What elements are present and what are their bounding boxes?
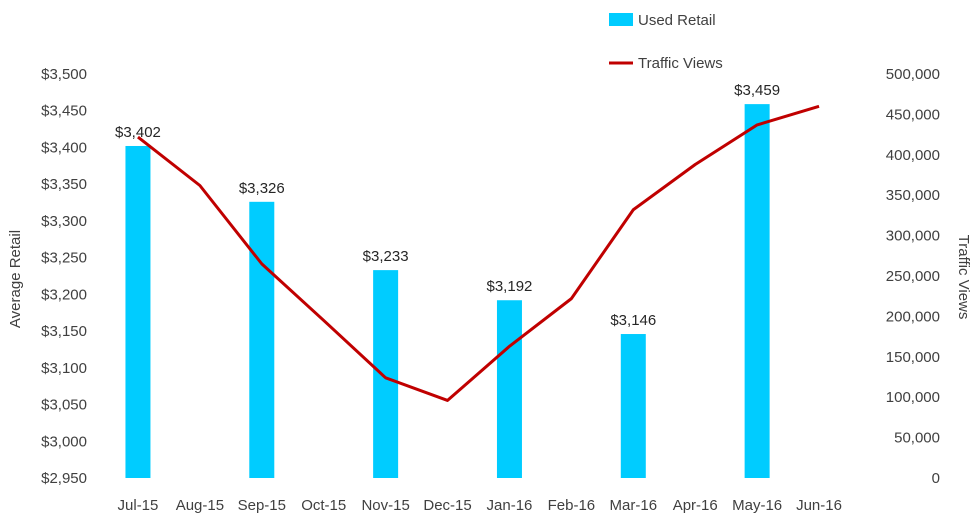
y-right-tick-label: 100,000 — [886, 389, 940, 406]
x-tick-label: Jan-16 — [487, 497, 533, 514]
y-axis-title-right: Traffic Views — [955, 235, 972, 320]
y-right-tick-label: 300,000 — [886, 228, 940, 245]
bar-data-label: $3,402 — [115, 124, 161, 141]
y-right-tick-label: 0 — [932, 470, 940, 487]
x-tick-label: Apr-16 — [673, 497, 718, 514]
y-left-tick-label: $3,350 — [41, 176, 87, 193]
y-right-tick-label: 250,000 — [886, 268, 940, 285]
y-right-tick-label: 400,000 — [886, 147, 940, 164]
x-tick-label: Aug-15 — [176, 497, 224, 514]
x-tick-label: Jul-15 — [118, 497, 159, 514]
x-tick-label: Jun-16 — [796, 497, 842, 514]
bar-data-label: $3,146 — [610, 312, 656, 329]
bar-data-label: $3,326 — [239, 180, 285, 197]
left-axis-ticks: $2,950 $3,000 $3,050 $3,100 $3,150 $3,200 $3,2… — [41, 66, 87, 487]
y-left-tick-label: $2,950 — [41, 470, 87, 487]
x-tick-label: Feb-16 — [548, 497, 596, 514]
bar — [744, 104, 770, 478]
y-left-tick-label: $3,300 — [41, 213, 87, 230]
y-right-tick-label: 450,000 — [886, 106, 940, 123]
x-tick-label: Mar-16 — [610, 497, 658, 514]
x-axis-ticks: Jul-15 Aug-15 Sep-15 Oct-15 Nov-15 Dec-15 Jan-… — [118, 497, 842, 514]
legend-label-traffic-views: Traffic Views — [638, 55, 723, 72]
legend-label-used-retail: Used Retail — [638, 12, 716, 29]
bar-data-label: $3,233 — [363, 248, 409, 265]
bar-data-label: $3,459 — [734, 82, 780, 99]
y-left-tick-label: $3,050 — [41, 397, 87, 414]
y-axis-title-left: Average Retail — [7, 230, 24, 328]
x-tick-label: Oct-15 — [301, 497, 346, 514]
legend-swatch-used-retail — [609, 13, 633, 26]
y-right-tick-label: 50,000 — [894, 430, 940, 447]
bar-data-labels: $3,402 $3,326 $3,233 $3,192 $3,146 $3,459 — [115, 82, 780, 329]
x-tick-label: Dec-15 — [423, 497, 471, 514]
y-right-tick-label: 150,000 — [886, 349, 940, 366]
traffic-views-line — [137, 104, 820, 402]
y-left-tick-label: $3,450 — [41, 103, 87, 120]
y-left-tick-label: $3,200 — [41, 286, 87, 303]
bar — [496, 300, 522, 478]
y-left-tick-label: $3,100 — [41, 360, 87, 377]
right-axis-ticks: 0 50,000 100,000 150,000 200,000 250,000 300,0… — [886, 66, 940, 487]
bar — [373, 270, 399, 478]
bar-data-label: $3,192 — [487, 278, 533, 295]
bar-series — [125, 104, 770, 478]
y-left-tick-label: $3,400 — [41, 139, 87, 156]
line-series — [137, 104, 820, 402]
y-right-tick-label: 500,000 — [886, 66, 940, 83]
x-tick-label: Nov-15 — [361, 497, 409, 514]
bar — [125, 145, 151, 478]
x-tick-label: Sep-15 — [238, 497, 286, 514]
y-left-tick-label: $3,250 — [41, 250, 87, 267]
y-left-tick-label: $3,500 — [41, 66, 87, 83]
y-right-tick-label: 350,000 — [886, 187, 940, 204]
y-right-tick-label: 200,000 — [886, 308, 940, 325]
legend: Used Retail Traffic Views — [609, 12, 723, 72]
x-tick-label: May-16 — [732, 497, 782, 514]
bar — [620, 334, 646, 478]
y-left-tick-label: $3,150 — [41, 323, 87, 340]
y-left-tick-label: $3,000 — [41, 433, 87, 450]
bar — [249, 201, 275, 478]
